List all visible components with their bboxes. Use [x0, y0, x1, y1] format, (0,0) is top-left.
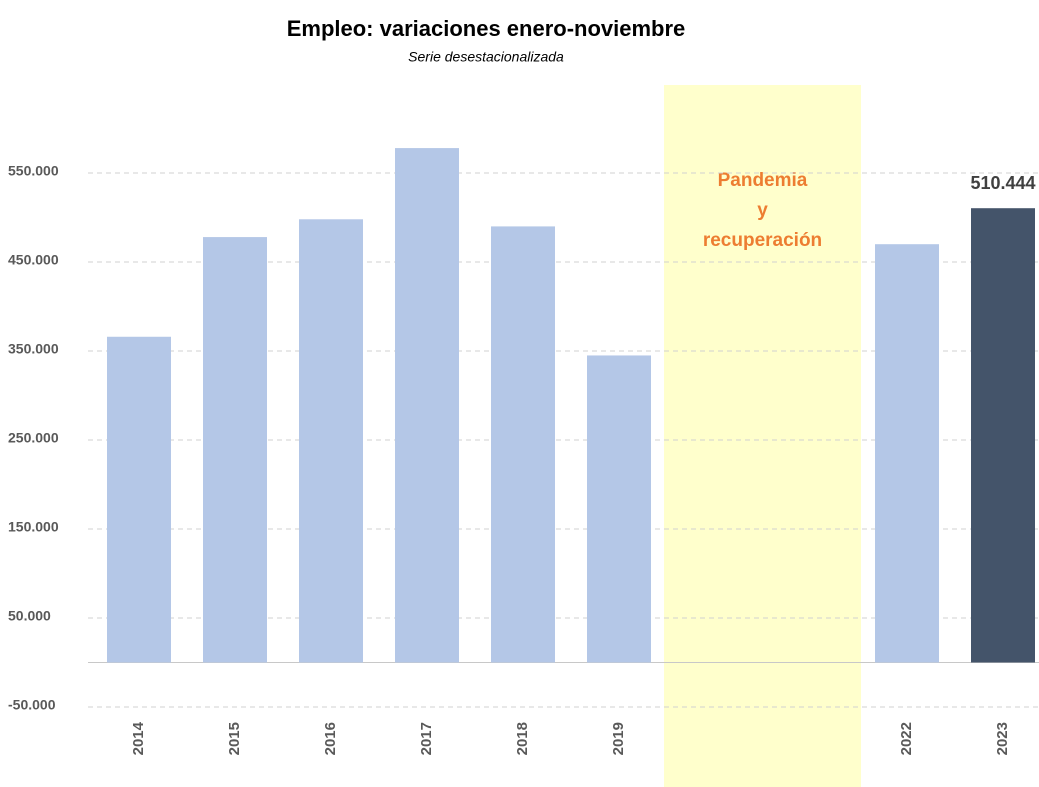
- y-tick-label: 250.000: [8, 430, 59, 446]
- y-tick-label: 550.000: [8, 163, 59, 179]
- bar: [875, 244, 939, 663]
- bar: [299, 219, 363, 663]
- x-tick-label: 2016: [322, 722, 339, 755]
- x-tick-label: 2017: [418, 722, 435, 755]
- y-tick-label: 450.000: [8, 252, 59, 268]
- bar: [491, 226, 555, 663]
- x-tick-label: 2019: [610, 722, 627, 755]
- x-tick-label: 2023: [994, 722, 1011, 755]
- x-tick-label: 2022: [898, 722, 915, 755]
- y-tick-label: -50.000: [8, 697, 56, 713]
- data-label: 510.444: [970, 173, 1035, 193]
- x-tick-label: 2018: [514, 722, 531, 755]
- y-tick-label: 350.000: [8, 341, 59, 357]
- bar: [587, 355, 651, 663]
- y-tick-label: 50.000: [8, 608, 51, 624]
- x-tick-label: 2014: [130, 721, 147, 755]
- highlight-box: [664, 85, 861, 787]
- chart-title: Empleo: variaciones enero-noviembre: [287, 16, 686, 41]
- bar: [971, 208, 1035, 663]
- x-tick-label: 2015: [226, 722, 243, 755]
- bar: [395, 148, 459, 663]
- annotation: Pandemia: [718, 170, 808, 191]
- y-tick-label: 150.000: [8, 519, 59, 535]
- bar: [203, 237, 267, 663]
- chart-subtitle: Serie desestacionalizada: [408, 49, 564, 65]
- bar: [107, 336, 171, 663]
- annotation: y: [757, 200, 768, 221]
- annotation: recuperación: [703, 230, 822, 251]
